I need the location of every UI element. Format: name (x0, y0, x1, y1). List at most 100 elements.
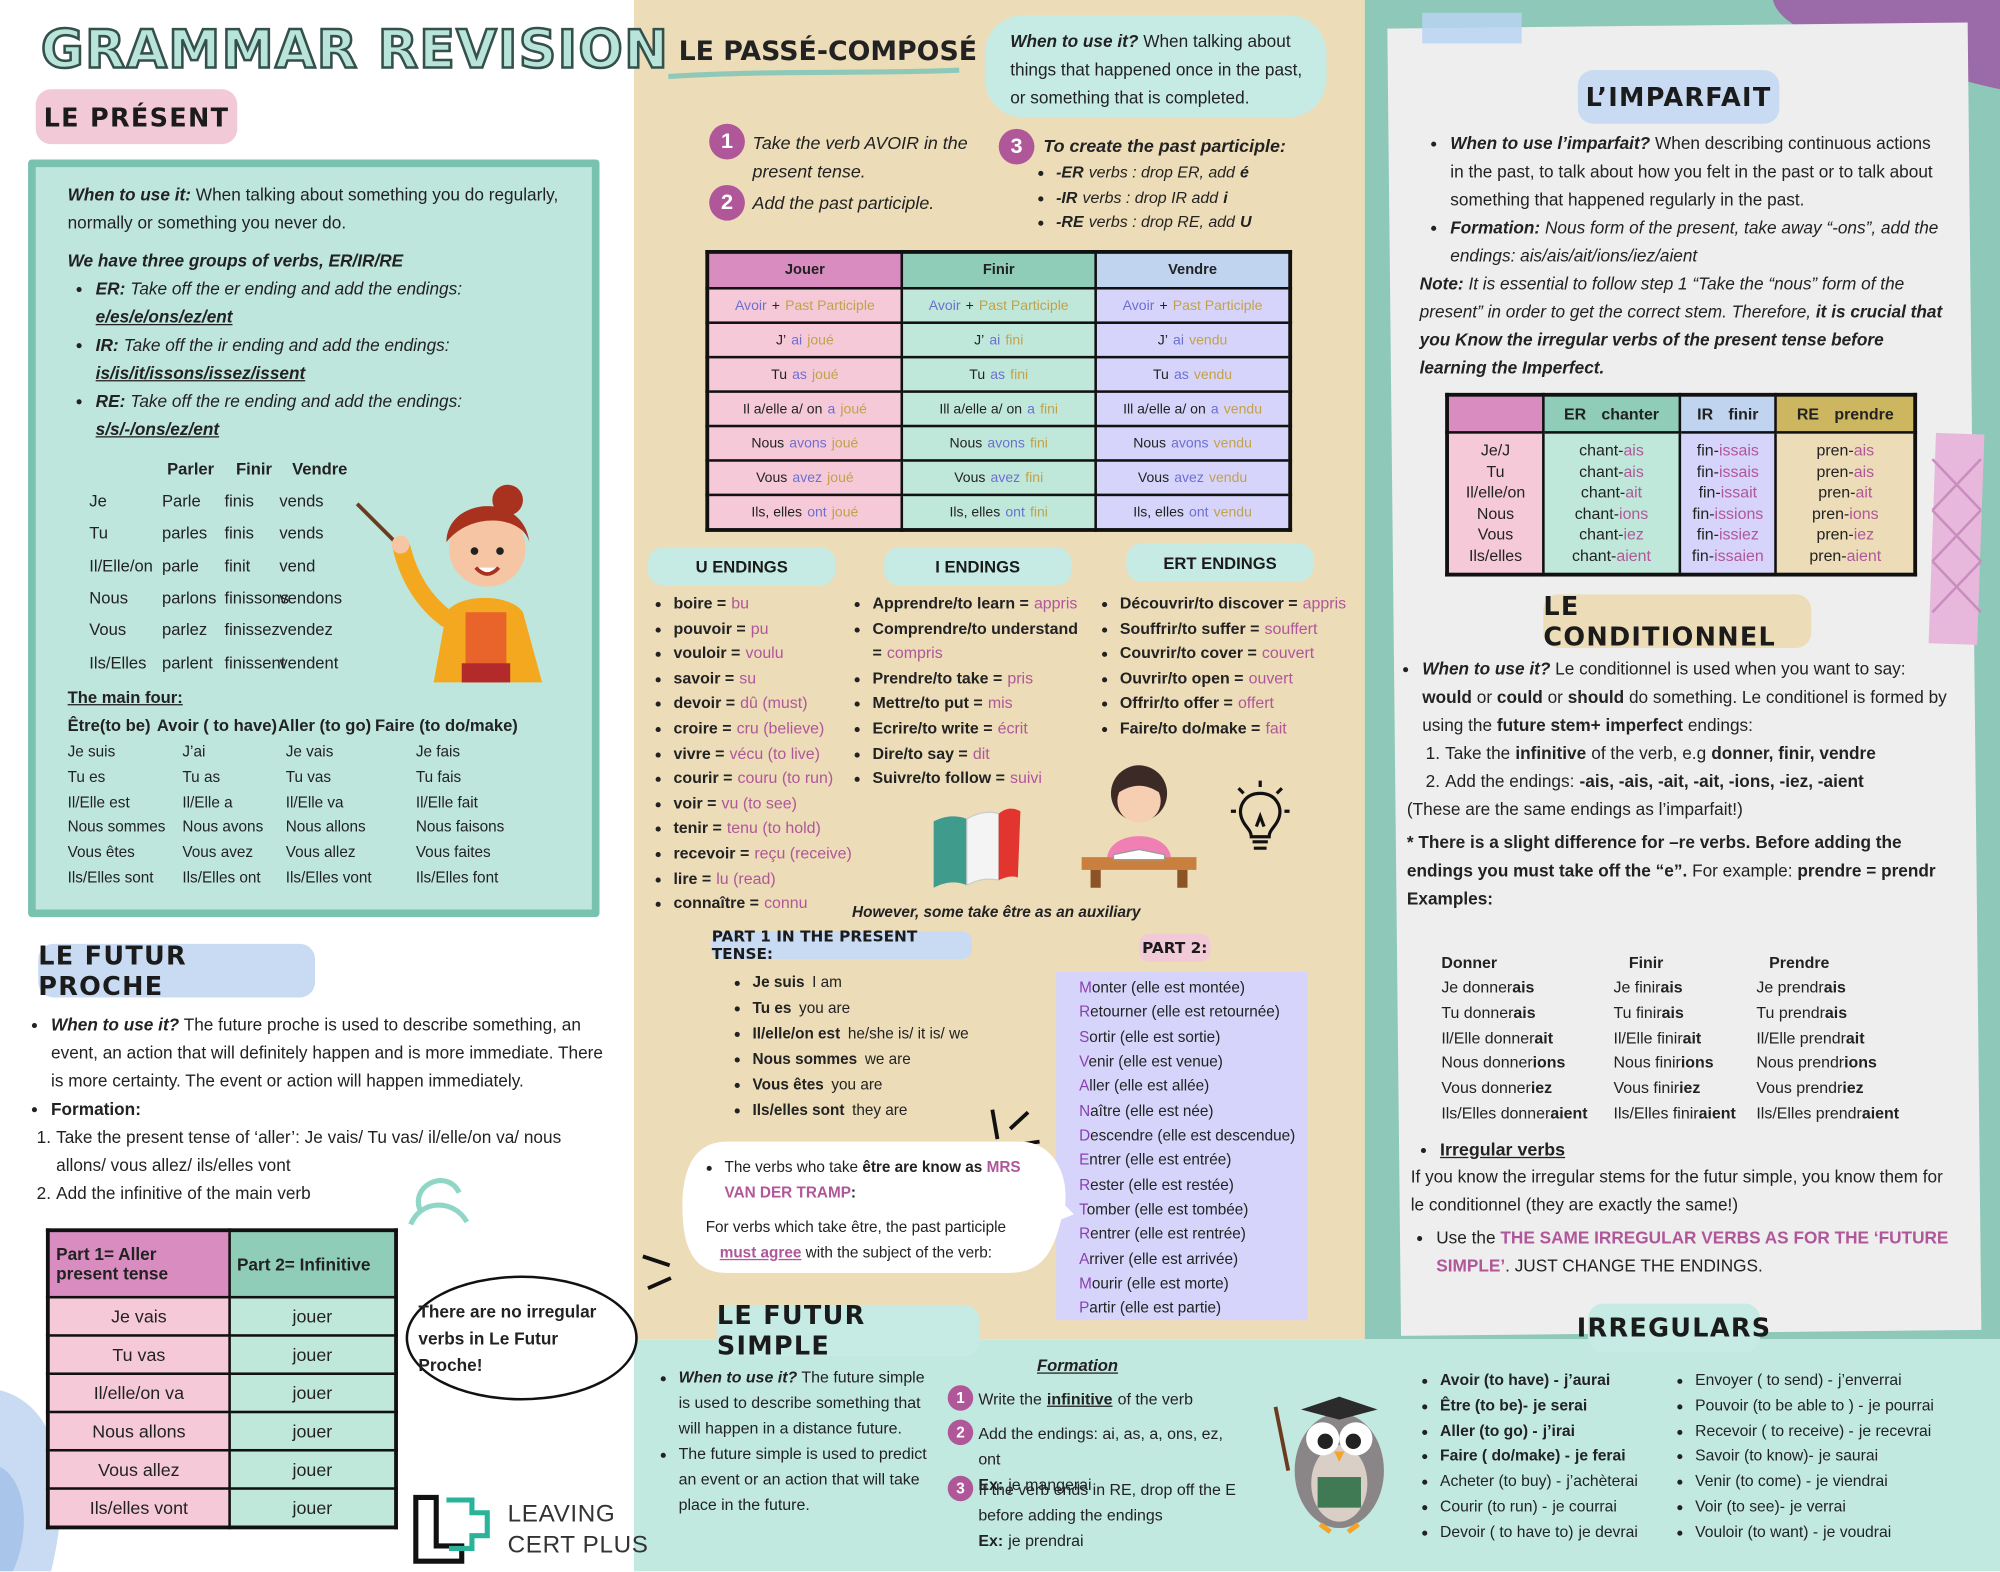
cell-part: Nous (949, 435, 983, 451)
cell-part: avons (1171, 435, 1209, 451)
header-row: Part 1= Aller present tense Part 2= Infin… (46, 1228, 398, 1299)
verbs-cell: Je (89, 491, 107, 511)
verbs-cell: vendent (279, 652, 339, 672)
path (682, 1141, 1074, 1273)
cell-part: ont (807, 504, 827, 520)
verb: Souffrir/to suffer = (1119, 619, 1260, 638)
endings-list: Découvrir/to discover =apprisSouffrir/to… (1099, 592, 1375, 742)
participle: ouvert (1248, 669, 1293, 688)
imp-bullets: When to use l’imparfait? When describing… (1420, 130, 1946, 270)
form: pren-ais (1779, 440, 1912, 461)
fp-step: 1. Take the present tense of ‘aller’: Je … (28, 1124, 608, 1180)
ending: issais (1718, 462, 1759, 481)
stem: Je finir (1613, 978, 1661, 997)
circle (1345, 1433, 1361, 1449)
part2-item: Rester (elle est restée) (1079, 1175, 1234, 1194)
row: Nous allons jouer (46, 1410, 398, 1452)
stem: Vous donner (1441, 1079, 1531, 1098)
row: Il a/elle a/ on a joué Ill a/elle a/ on a fin… (705, 390, 1292, 428)
cell-part: ai (791, 332, 803, 348)
path (1301, 1396, 1378, 1420)
verb: Faire ( do/make) - (1440, 1446, 1570, 1465)
form: pren-iez (1779, 524, 1912, 545)
part1-item: Il/elle/on est he/she is/ it is/ we (753, 1020, 969, 1046)
header-part: RE (1796, 404, 1820, 423)
future: je voudrai (1823, 1522, 1892, 1541)
frag: Take the (1445, 743, 1511, 763)
main-four-cell: Nous sommes (67, 818, 166, 836)
cell-part: joué (807, 332, 834, 348)
verb: Envoyer ( to send) - (1695, 1371, 1833, 1390)
groups-heading: We have three groups of verbs, ER/IR/RE (67, 251, 404, 271)
label: When to use it? (1010, 31, 1139, 52)
example: Ex: je mangerai (978, 1472, 1252, 1498)
bulb-icon (1230, 780, 1290, 850)
main-four-cell: Je fais (415, 742, 461, 761)
main-four-cell: Ils/Elles ont (182, 868, 261, 887)
participle: tenu (to hold) (726, 819, 821, 838)
cell: Je vais (46, 1295, 231, 1337)
verbs-cell: Parle (161, 491, 201, 511)
group-text: Take off the er ending and add the endin… (130, 279, 463, 299)
cell: Tu vas (46, 1334, 231, 1375)
fp-steps: 1. Take the present tense of ‘aller’: Je … (28, 1124, 608, 1208)
row: Il/elle/on va jouer (46, 1372, 398, 1414)
frag: For example: (1692, 860, 1793, 881)
group: ER:Take off the er ending and add the en… (96, 276, 578, 332)
cell: Tu as joué (705, 355, 904, 393)
circle (391, 535, 410, 554)
cell: Il a/elle a/ on a joué (705, 390, 904, 428)
form: fin-issaien (1682, 545, 1773, 566)
logo-line: LEAVING (507, 1501, 616, 1529)
path (392, 539, 456, 628)
cond-intro-line: When to use it? Le conditionnel is used … (1422, 656, 1955, 740)
cell-part: a (827, 401, 836, 417)
main-four-cell: Tu es (67, 767, 106, 786)
participle: écrit (997, 719, 1028, 738)
participle: appris (1033, 594, 1078, 613)
verb: Ecrire/to write = (872, 719, 993, 738)
cell-part: Past Participle (785, 297, 875, 314)
header-cell: Finir (900, 250, 1097, 290)
stem: fin- (1698, 483, 1721, 502)
participle: bu (731, 594, 750, 613)
header-part: chanter (1601, 404, 1660, 423)
verb: Acheter (to buy) - (1440, 1472, 1562, 1491)
abs (1056, 971, 1308, 1321)
ending: ais (1512, 978, 1535, 997)
part2-item: Arriver (elle est arrivée) (1079, 1249, 1239, 1268)
ending: ait (1625, 483, 1643, 502)
owl-illustration (1273, 1396, 1384, 1534)
ending: iez (1853, 525, 1875, 544)
part2-list: Monter (elle est montée) Retourner (elle … (1079, 976, 1295, 1321)
header-cell: Part 1= Aller present tense (46, 1228, 231, 1299)
part2-item: Descendre (elle est descendue) (1079, 1126, 1296, 1145)
cell: Vous avez joué (705, 459, 904, 497)
imp-when: When to use l’imparfait? When describing… (1450, 130, 1945, 214)
header-cell: Vendre (1094, 250, 1292, 290)
header-part: finir (1728, 404, 1759, 423)
ending: aient (1846, 546, 1882, 565)
frag: The verbs who take (724, 1158, 859, 1177)
verbs-cell: finissent (224, 652, 286, 672)
verb: Vous êtes (752, 1075, 824, 1094)
stem: pren- (1818, 483, 1856, 502)
verb: Offrir/to offer = (1119, 694, 1233, 713)
meaning: you are (831, 1075, 883, 1094)
cell: Ils, elles ont vendu (1094, 493, 1292, 532)
cell-part: Ils, elles (751, 504, 803, 520)
main-four-header: Avoir ( to have) (156, 715, 277, 735)
example: Ex: je prendrai (978, 1528, 1252, 1554)
stem: Tu finir (1613, 1003, 1662, 1022)
endings-list: Apprendre/to learn =apprisComprendre/to … (852, 592, 1121, 792)
circle (1117, 779, 1161, 823)
cond-re-note: * There is a slight difference for –re v… (1407, 829, 1955, 885)
ending-item: recevoir =reçu (receive) (673, 842, 864, 867)
cond-irregular: Irregular verbs (1420, 1138, 1565, 1161)
cell-part: Ill a/elle a/ on (1123, 401, 1206, 417)
frag: endings: (1687, 715, 1753, 735)
part1-list: Je suis I am Tu es you are Il/elle/on est he/… (732, 969, 969, 1122)
frag: as (965, 1158, 983, 1177)
cell: jouer (228, 1295, 398, 1337)
